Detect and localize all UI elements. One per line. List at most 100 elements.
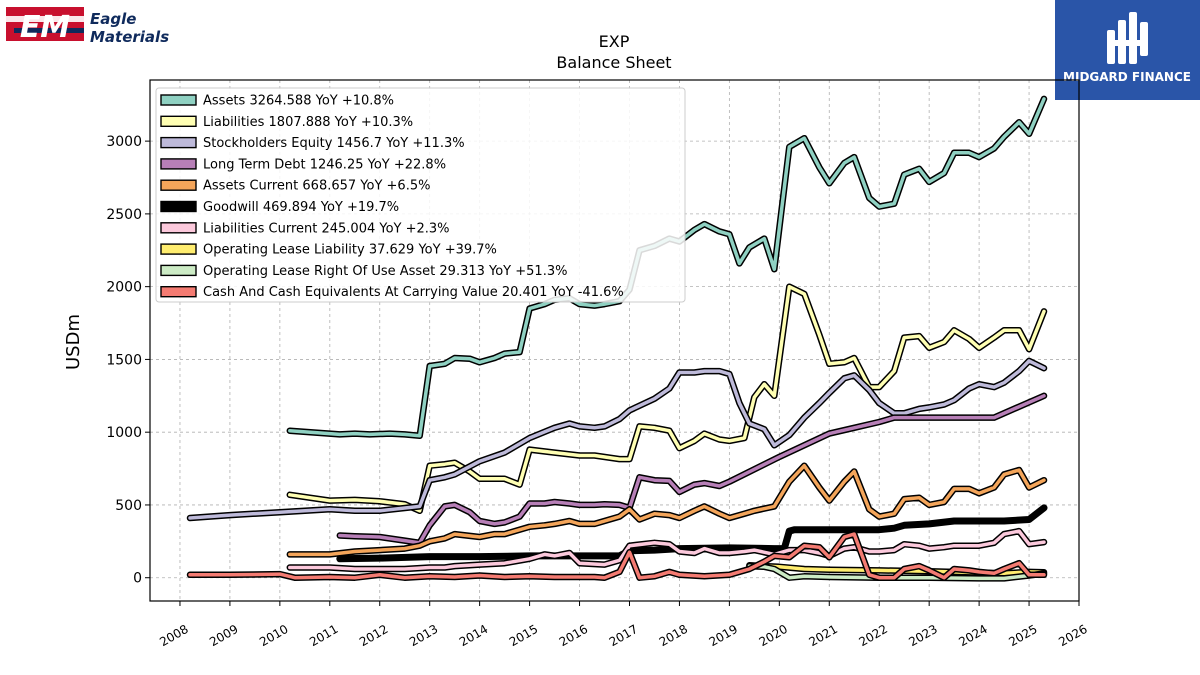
midgard-name: MIDGARD FINANCE xyxy=(1063,70,1191,84)
y-tick-label: 2000 xyxy=(106,280,142,296)
series-outline xyxy=(746,562,1048,577)
series-line xyxy=(746,562,1048,577)
legend-box xyxy=(155,87,686,303)
x-tick-label: 2019 xyxy=(707,622,740,649)
y-tick-label: 1500 xyxy=(106,352,142,368)
eagle-materials-logo: EM Eagle Materials xyxy=(6,7,169,46)
legend-swatch xyxy=(160,136,197,149)
series-line xyxy=(286,283,1048,515)
series-outline xyxy=(286,527,1048,573)
series-stroke xyxy=(288,97,1046,438)
legend-item: Liabilities 1807.888 YoY +10.3% xyxy=(160,115,413,130)
legend-label: Long Term Debt 1246.25 YoY +22.8% xyxy=(203,157,446,172)
series-line xyxy=(336,504,1048,563)
x-tick-label: 2020 xyxy=(757,622,790,649)
x-tick-label: 2009 xyxy=(207,622,240,649)
y-tick-label: 0 xyxy=(133,571,142,587)
y-axis-label: USDm xyxy=(63,314,84,370)
x-tick-label: 2013 xyxy=(407,622,440,649)
chart-title: EXP xyxy=(599,32,630,51)
legend-label: Assets Current 668.657 YoY +6.5% xyxy=(203,179,430,194)
axis-ticks: 0 500 1000 1500 2000 2500 3000 2008 2009 2010 2011… xyxy=(106,134,1089,649)
series-line xyxy=(746,562,1048,582)
x-tick-label: 2021 xyxy=(807,622,840,649)
x-tick-label: 2016 xyxy=(557,622,590,649)
series-stroke xyxy=(338,394,1046,545)
legend-item: Liabilities Current 245.004 YoY +2.3% xyxy=(160,221,450,236)
series-stroke xyxy=(336,504,1048,563)
series-stroke xyxy=(288,463,1046,557)
series-stroke xyxy=(188,359,1046,520)
series-outline xyxy=(186,530,1048,581)
legend-item: Long Term Debt 1246.25 YoY +22.8% xyxy=(160,157,446,172)
x-tick-label: 2024 xyxy=(956,622,989,649)
legend-label: Stockholders Equity 1456.7 YoY +11.3% xyxy=(203,136,465,151)
series-stroke xyxy=(288,284,1046,513)
series-line xyxy=(286,462,1048,558)
x-tick-label: 2026 xyxy=(1056,622,1089,649)
legend-swatch xyxy=(160,222,197,234)
y-tick-label: 3000 xyxy=(106,134,142,150)
series-outline xyxy=(746,562,1048,582)
legend-swatch xyxy=(160,200,197,213)
legend-item: Goodwill 469.894 YoY +19.7% xyxy=(160,200,399,215)
y-tick-label: 500 xyxy=(115,498,142,514)
legend-label: Operating Lease Right Of Use Asset 29.31… xyxy=(203,264,567,279)
series-line xyxy=(286,95,1048,440)
legend-swatch xyxy=(160,158,197,170)
legend-item: Cash And Cash Equivalents At Carrying Va… xyxy=(160,285,624,300)
logo-name-line2: Materials xyxy=(90,28,169,46)
legend-swatch xyxy=(160,286,197,298)
x-tick-label: 2014 xyxy=(457,622,490,649)
legend-swatch xyxy=(160,115,197,128)
chart-subtitle: Balance Sheet xyxy=(556,53,671,72)
series-line xyxy=(186,357,1048,522)
x-tick-label: 2015 xyxy=(507,622,540,649)
legend-swatch xyxy=(160,243,197,255)
x-tick-label: 2008 xyxy=(157,622,190,649)
series-stroke xyxy=(747,564,1046,581)
x-tick-label: 2011 xyxy=(307,622,340,649)
legend-item: Assets Current 668.657 YoY +6.5% xyxy=(160,179,430,194)
midgard-emblem-icon xyxy=(1107,12,1148,64)
series-outline xyxy=(336,392,1048,547)
legend-label: Liabilities 1807.888 YoY +10.3% xyxy=(203,115,413,130)
series-line xyxy=(186,530,1048,581)
y-tick-label: 1000 xyxy=(106,425,142,441)
plot-frame xyxy=(149,79,1080,602)
x-tick-label: 2012 xyxy=(357,622,390,649)
series-stroke xyxy=(288,529,1046,571)
logo-mark: EM xyxy=(20,10,70,45)
legend-label: Assets 3264.588 YoY +10.8% xyxy=(203,94,394,109)
series-stroke xyxy=(188,532,1046,580)
x-tick-label: 2022 xyxy=(856,622,889,649)
legend-swatch xyxy=(160,94,197,106)
midgard-finance-logo: MIDGARD FINANCE xyxy=(1055,0,1200,100)
x-tick-label: 2017 xyxy=(607,622,640,649)
legend-item: Operating Lease Right Of Use Asset 29.31… xyxy=(160,264,567,279)
series-outline xyxy=(286,462,1048,558)
legend-swatch xyxy=(160,264,197,277)
grid xyxy=(150,80,1080,601)
series-outline xyxy=(286,283,1048,515)
series-stroke xyxy=(747,563,1046,576)
legend-label: Liabilities Current 245.004 YoY +2.3% xyxy=(203,221,450,236)
legend-swatch xyxy=(160,179,197,191)
legend-item: Stockholders Equity 1456.7 YoY +11.3% xyxy=(160,136,465,151)
legend-label: Goodwill 469.894 YoY +19.7% xyxy=(203,200,399,215)
series-line xyxy=(336,392,1048,547)
legend-item: Assets 3264.588 YoY +10.8% xyxy=(160,94,394,109)
legend-label: Cash And Cash Equivalents At Carrying Va… xyxy=(203,285,624,300)
x-tick-label: 2010 xyxy=(257,622,290,649)
series-outline xyxy=(186,357,1048,522)
x-tick-label: 2018 xyxy=(657,622,690,649)
legend-item: Operating Lease Liability 37.629 YoY +39… xyxy=(160,243,497,258)
series-line xyxy=(286,527,1048,573)
series-lines xyxy=(186,95,1048,582)
x-tick-label: 2025 xyxy=(1006,622,1039,649)
y-tick-label: 2500 xyxy=(106,207,142,223)
logo-name-line1: Eagle xyxy=(90,10,136,28)
legend-label: Operating Lease Liability 37.629 YoY +39… xyxy=(203,243,497,258)
series-outline xyxy=(286,95,1048,440)
